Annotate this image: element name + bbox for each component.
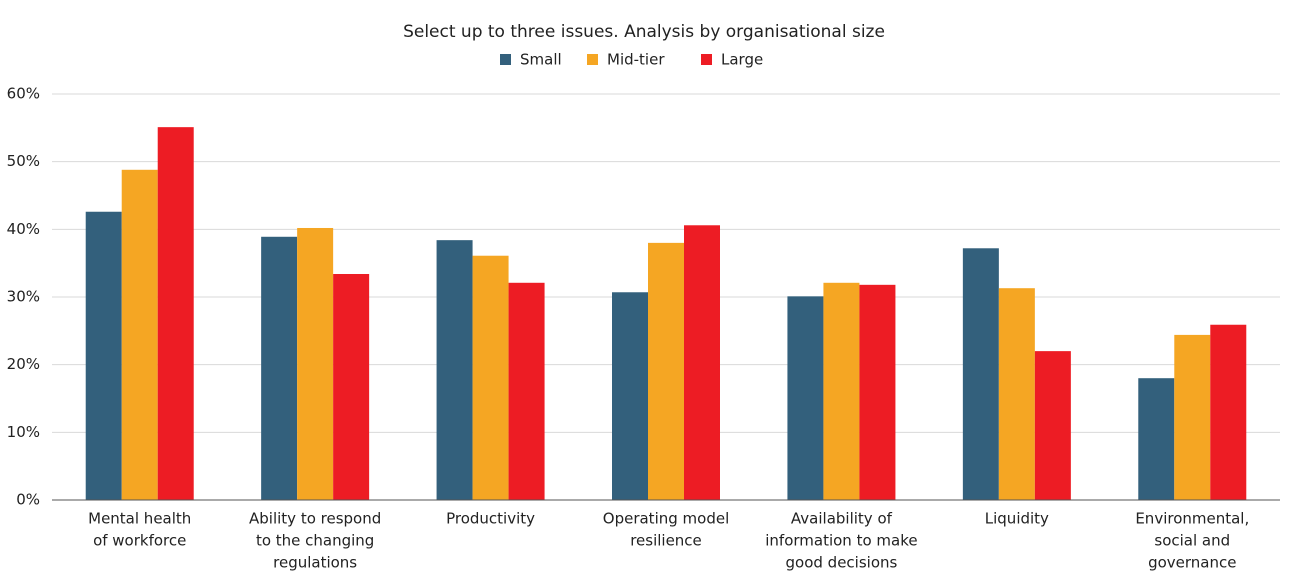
x-tick-label: social and <box>1154 532 1230 550</box>
bar <box>684 225 720 501</box>
bar <box>297 227 334 501</box>
legend-swatch <box>587 54 598 65</box>
bar <box>859 284 896 500</box>
x-tick-label: regulations <box>273 554 357 572</box>
bar <box>1174 334 1211 500</box>
y-tick-label: 60% <box>7 85 40 103</box>
x-tick-label: of workforce <box>93 532 186 550</box>
bar <box>823 282 860 500</box>
x-tick-label: resilience <box>630 532 702 550</box>
bar <box>261 236 298 500</box>
x-tick-label: good decisions <box>786 554 898 572</box>
legend-label: Large <box>721 51 763 69</box>
bar <box>121 169 158 500</box>
chart-title: Select up to three issues. Analysis by o… <box>403 22 885 42</box>
bar <box>472 255 509 500</box>
bar <box>998 288 1035 500</box>
x-tick-label: Availability of <box>791 510 893 528</box>
bar <box>787 296 824 500</box>
x-tick-label: Operating model <box>603 510 729 528</box>
y-tick-label: 10% <box>7 423 40 441</box>
x-tick-label: to the changing <box>256 532 374 550</box>
y-tick-label: 50% <box>7 152 40 170</box>
y-tick-label: 40% <box>7 220 40 238</box>
legend-label: Small <box>520 51 562 69</box>
bar <box>157 127 194 500</box>
bar <box>962 248 999 500</box>
bar <box>612 292 648 500</box>
bar <box>333 273 370 500</box>
x-tick-label: Mental health <box>88 510 191 528</box>
x-tick-label: Environmental, <box>1135 510 1249 528</box>
legend-label: Mid-tier <box>607 51 665 69</box>
bar <box>648 242 684 500</box>
x-tick-label: Productivity <box>446 510 535 528</box>
y-tick-label: 0% <box>16 491 40 509</box>
bar <box>508 282 545 500</box>
legend-swatch <box>701 54 712 65</box>
legend-swatch <box>500 54 511 65</box>
bar <box>1034 351 1071 500</box>
bar <box>85 211 122 501</box>
x-tick-label: Liquidity <box>985 510 1049 528</box>
x-tick-label: Ability to respond <box>249 510 381 528</box>
bar <box>1210 324 1247 500</box>
y-tick-label: 20% <box>7 355 40 373</box>
y-tick-label: 30% <box>7 288 40 306</box>
x-tick-label: information to make <box>765 532 917 550</box>
bar <box>436 240 473 500</box>
x-tick-label: governance <box>1148 554 1236 572</box>
bar <box>1138 378 1175 500</box>
